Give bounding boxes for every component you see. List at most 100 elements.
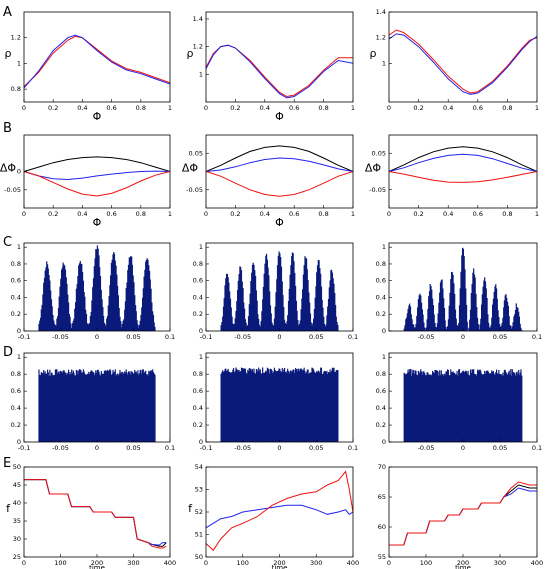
histogram-bar bbox=[131, 256, 133, 331]
histogram-bar bbox=[150, 370, 152, 442]
histogram-bar bbox=[96, 370, 98, 442]
histogram-bar bbox=[51, 373, 53, 442]
histogram-bar bbox=[313, 309, 315, 331]
histogram-bar bbox=[292, 369, 294, 442]
x-tick-label: 400 bbox=[531, 559, 543, 567]
histogram-bar bbox=[105, 370, 107, 442]
histogram-bar bbox=[278, 251, 280, 331]
histogram-bar bbox=[489, 327, 491, 331]
histogram-bar bbox=[148, 265, 150, 331]
histogram-bar bbox=[412, 372, 414, 442]
histogram-bar bbox=[224, 285, 226, 331]
y-tick-label: 0.2 bbox=[11, 421, 21, 429]
histogram-bar bbox=[307, 369, 309, 442]
histogram-bar bbox=[307, 280, 309, 331]
panel-e1: 0 100 200 300 400 25 30 35 40 45 50 f time bbox=[6, 463, 176, 569]
histogram-bar bbox=[471, 284, 473, 331]
histogram-bar bbox=[436, 323, 438, 331]
histogram-bar bbox=[112, 254, 114, 331]
histogram-bar bbox=[445, 371, 447, 442]
histogram-bar bbox=[428, 296, 430, 331]
histogram-bar bbox=[463, 256, 465, 331]
series-line-black bbox=[24, 479, 167, 547]
histogram-bar bbox=[61, 371, 63, 442]
histogram-bar bbox=[92, 372, 95, 442]
histogram-bar bbox=[75, 375, 77, 442]
histogram-bar bbox=[331, 272, 333, 331]
histogram-bars bbox=[403, 247, 523, 331]
histogram-bar bbox=[487, 370, 489, 442]
histogram-bar bbox=[48, 275, 50, 331]
histogram-bar bbox=[501, 322, 503, 331]
histogram-bar bbox=[443, 308, 446, 331]
histogram-bar bbox=[315, 286, 317, 331]
histogram-bar bbox=[507, 302, 509, 331]
histogram-bar bbox=[503, 300, 505, 331]
x-tick-label: 0.8 bbox=[136, 104, 146, 112]
histogram-bar bbox=[54, 369, 56, 442]
x-axis-label: Φ bbox=[93, 110, 102, 123]
y-tick-label: 0.4 bbox=[376, 404, 386, 412]
histogram-bar bbox=[494, 375, 496, 442]
histogram-bar bbox=[145, 374, 148, 442]
histogram-bar bbox=[143, 373, 145, 442]
histogram-bar bbox=[67, 373, 69, 442]
x-tick-label: 0 bbox=[22, 210, 26, 218]
histogram-bar bbox=[488, 372, 490, 442]
x-tick-label: 100 bbox=[54, 559, 66, 567]
histogram-bar bbox=[302, 369, 304, 442]
histogram-bar bbox=[154, 327, 156, 331]
x-tick-label: 200 bbox=[273, 559, 285, 567]
histogram-bar bbox=[324, 326, 326, 331]
histogram-bar bbox=[245, 372, 247, 442]
histogram-bar bbox=[131, 371, 133, 442]
y-tick-label: 0.8 bbox=[11, 260, 21, 268]
histogram-bar bbox=[64, 371, 66, 442]
histogram-bar bbox=[506, 297, 508, 331]
histogram-bar bbox=[119, 369, 121, 442]
x-tick-label: 0.4 bbox=[260, 210, 270, 218]
histogram-bar bbox=[131, 372, 133, 442]
histogram-bar bbox=[410, 375, 412, 442]
histogram-bar bbox=[39, 374, 41, 442]
histogram-bar bbox=[240, 367, 243, 442]
histogram-bar bbox=[324, 370, 326, 442]
histogram-bar bbox=[270, 369, 272, 442]
series-line-red bbox=[389, 481, 537, 546]
panel-d3: -0.05 0 0.05 0.1 0 0.2 0.4 0.6 0.8 1 bbox=[376, 352, 542, 452]
histogram-bar bbox=[451, 372, 453, 442]
x-tick-label: 0 bbox=[277, 333, 281, 341]
histogram-bar bbox=[478, 329, 480, 331]
histogram-bar bbox=[89, 374, 91, 442]
histogram-bar bbox=[240, 371, 242, 442]
histogram-bar bbox=[458, 369, 461, 442]
histogram-bar bbox=[269, 373, 271, 442]
y-tick-label: 0.6 bbox=[11, 277, 21, 285]
axes-box bbox=[205, 134, 354, 209]
histogram-bar bbox=[318, 260, 320, 331]
histogram-bar bbox=[257, 371, 259, 442]
histogram-bar bbox=[237, 280, 239, 331]
histogram-bar bbox=[220, 373, 222, 442]
histogram-bar bbox=[106, 318, 108, 331]
histogram-bar bbox=[448, 305, 450, 331]
histogram-bar bbox=[490, 325, 492, 331]
histogram-bar bbox=[481, 374, 483, 442]
histogram-bar bbox=[302, 370, 304, 442]
histogram-bar bbox=[315, 372, 317, 442]
histogram-bar bbox=[258, 370, 261, 442]
panel-e3: 0 100 200 300 400 55 60 65 70 time bbox=[378, 463, 543, 569]
histogram-bar bbox=[142, 369, 144, 442]
histogram-bar bbox=[417, 307, 419, 331]
histogram-bar bbox=[104, 370, 106, 442]
histogram-bar bbox=[57, 316, 59, 331]
histogram-bar bbox=[282, 295, 284, 331]
histogram-bar bbox=[41, 372, 43, 442]
histogram-bar bbox=[47, 264, 49, 331]
histogram-bar bbox=[429, 375, 431, 442]
y-axis-label: ρ bbox=[370, 47, 377, 60]
histogram-bar bbox=[150, 288, 152, 331]
histogram-bar bbox=[93, 375, 95, 442]
histogram-bar bbox=[514, 375, 517, 442]
histogram-bar bbox=[514, 373, 516, 442]
